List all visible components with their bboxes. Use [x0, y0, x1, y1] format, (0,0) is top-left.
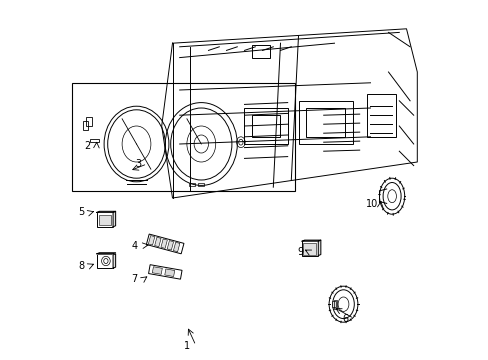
- Bar: [82, 121, 88, 130]
- Bar: [197, 183, 204, 186]
- Bar: [244, 108, 287, 144]
- Bar: [331, 301, 335, 307]
- Text: 10: 10: [365, 199, 377, 210]
- Text: 6: 6: [342, 314, 347, 324]
- Text: 8: 8: [78, 261, 84, 271]
- Bar: [148, 265, 182, 279]
- Bar: [173, 242, 180, 252]
- Text: 4: 4: [131, 240, 138, 251]
- Polygon shape: [113, 254, 115, 268]
- Text: 9: 9: [297, 247, 303, 257]
- Polygon shape: [302, 240, 320, 241]
- Polygon shape: [162, 29, 416, 198]
- Bar: [188, 183, 195, 186]
- Bar: [148, 235, 155, 245]
- Text: 1: 1: [183, 341, 189, 351]
- Polygon shape: [97, 211, 115, 212]
- Bar: [161, 239, 167, 248]
- Bar: [154, 237, 161, 247]
- Text: 3: 3: [135, 159, 141, 169]
- Bar: [302, 243, 316, 255]
- Bar: [89, 139, 99, 142]
- Bar: [72, 83, 294, 191]
- Bar: [164, 269, 174, 276]
- Text: 5: 5: [79, 207, 85, 217]
- Polygon shape: [318, 240, 320, 256]
- Bar: [97, 212, 113, 227]
- Bar: [251, 45, 269, 58]
- Bar: [152, 267, 162, 274]
- Polygon shape: [97, 253, 115, 254]
- Bar: [334, 300, 337, 309]
- Polygon shape: [113, 211, 115, 227]
- Bar: [251, 115, 280, 137]
- Bar: [366, 94, 395, 137]
- Bar: [146, 234, 183, 254]
- Bar: [298, 101, 352, 144]
- Bar: [305, 108, 345, 137]
- Bar: [97, 254, 113, 268]
- Text: 2: 2: [84, 141, 90, 151]
- Bar: [99, 215, 110, 225]
- Text: 7: 7: [131, 274, 138, 284]
- Bar: [167, 240, 173, 250]
- Bar: [302, 241, 318, 256]
- Bar: [86, 117, 91, 126]
